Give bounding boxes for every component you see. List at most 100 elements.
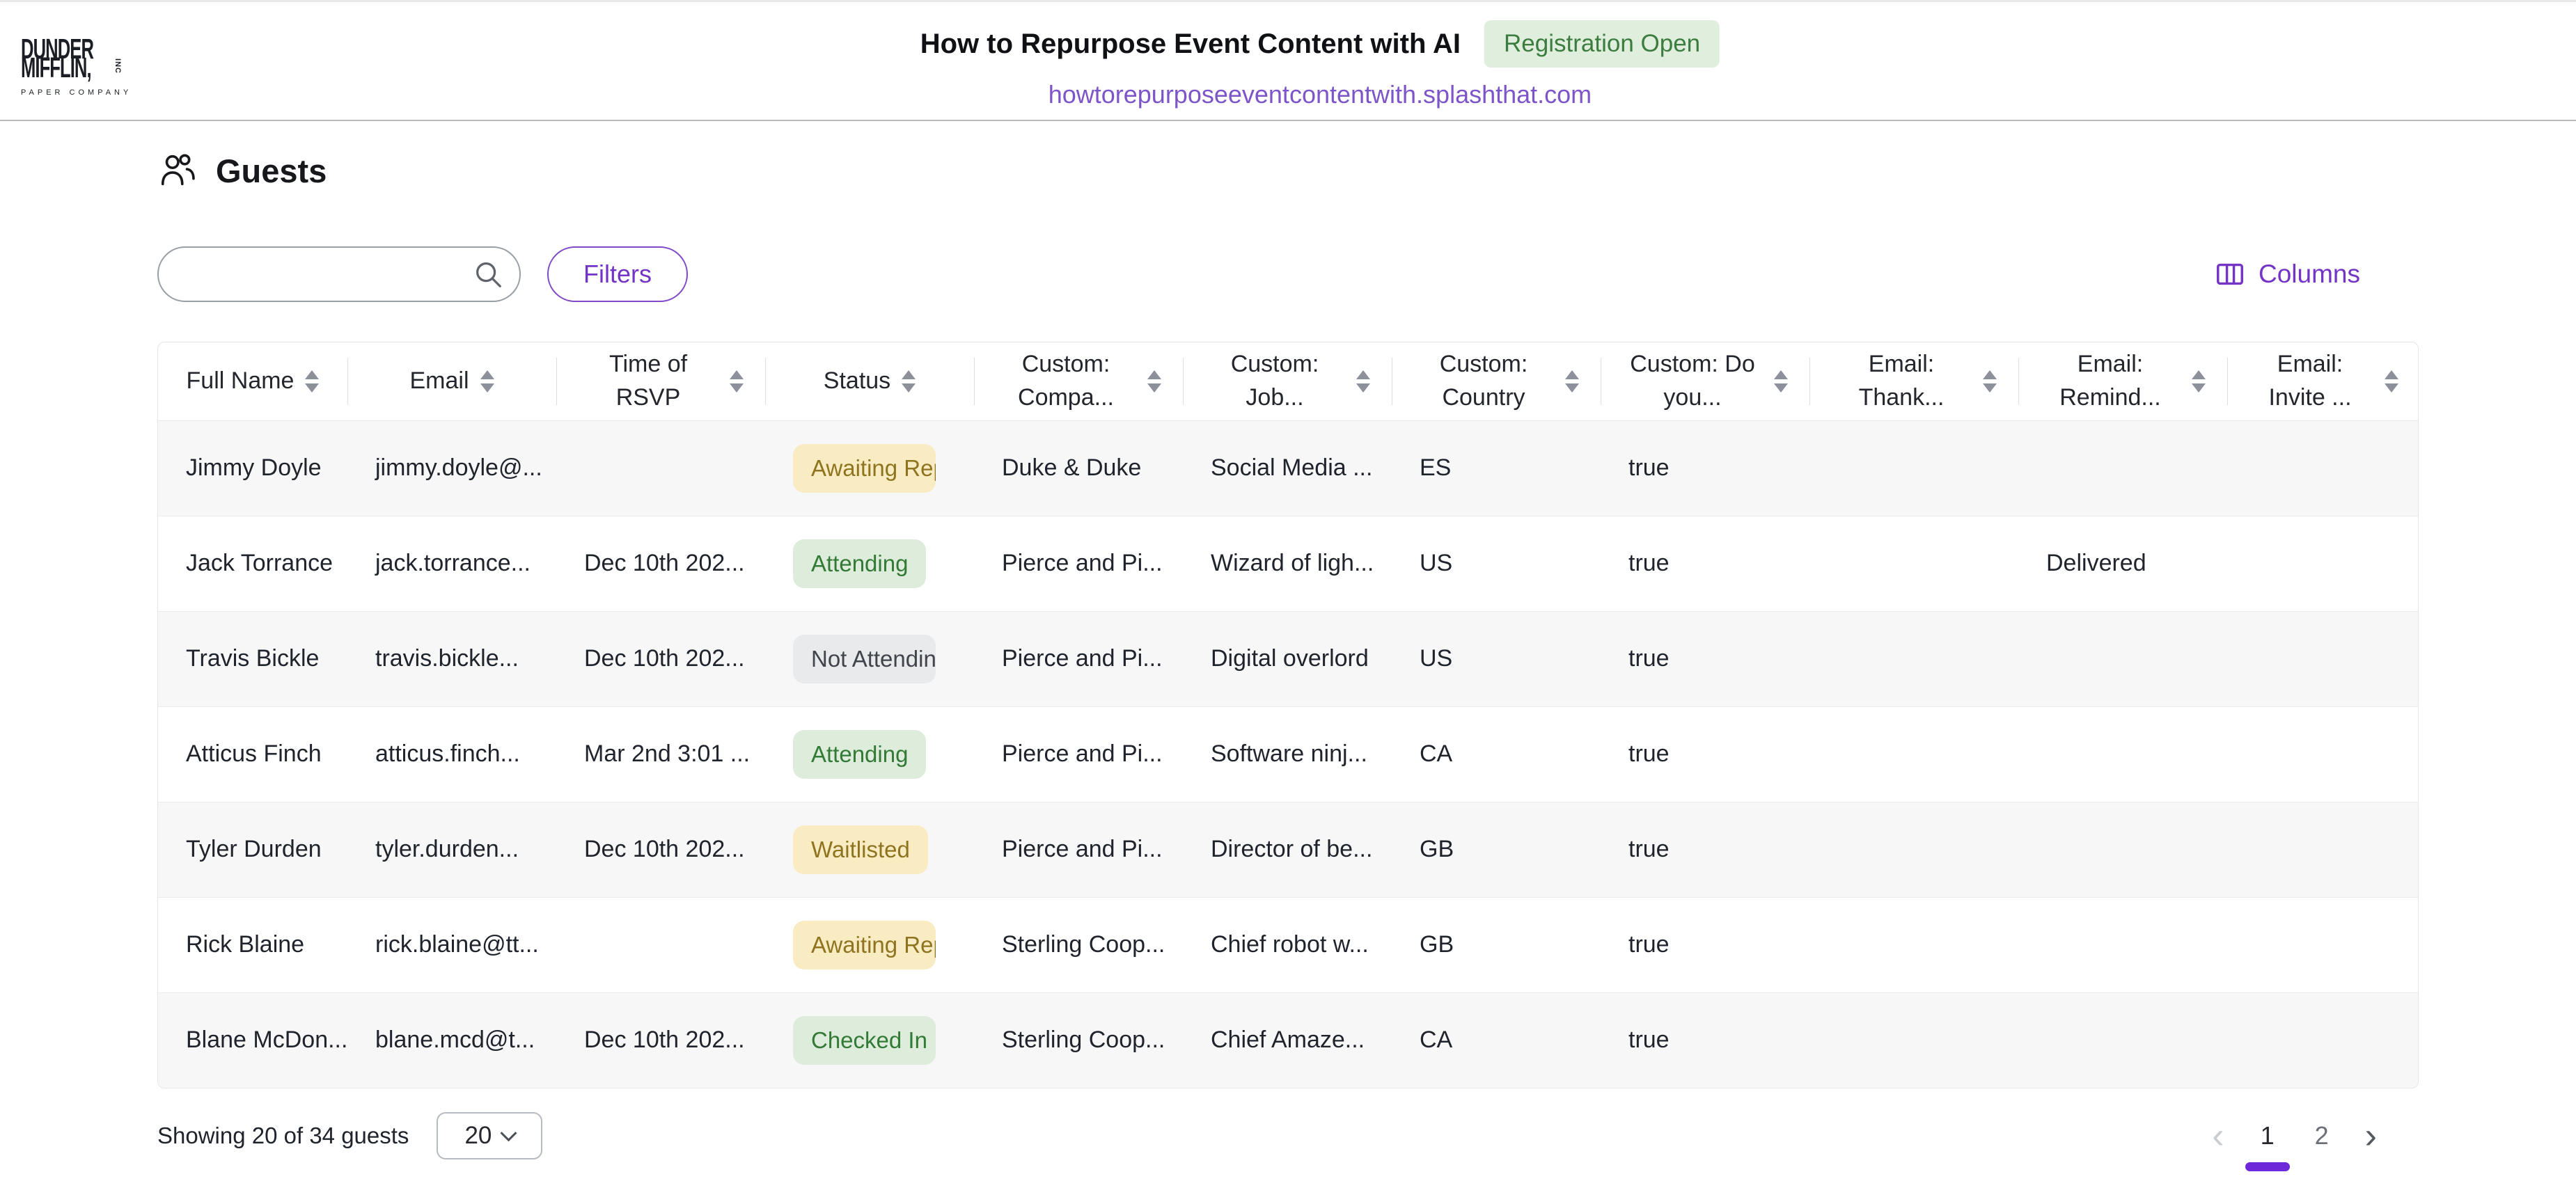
- sort-arrows-icon[interactable]: [480, 370, 494, 393]
- cell-job: Social Media ...: [1183, 420, 1392, 516]
- cell-email-invite: [2227, 706, 2418, 802]
- cell-email: atticus.finch...: [347, 706, 556, 802]
- cell-email: rick.blaine@tt...: [347, 897, 556, 992]
- column-header-time-of-rsvp[interactable]: Time of RSVP: [556, 342, 765, 420]
- sort-arrows-icon[interactable]: [2385, 370, 2398, 393]
- column-header-email-remind[interactable]: Email: Remind...: [2018, 342, 2227, 420]
- cell-job: Digital overlord: [1183, 611, 1392, 706]
- columns-button[interactable]: Columns: [2214, 258, 2360, 290]
- logo-inc: INC: [113, 58, 122, 74]
- cell-status: Not Attending: [765, 611, 974, 706]
- column-header-custom-job[interactable]: Custom: Job...: [1183, 342, 1392, 420]
- cell-email-remind: [2018, 992, 2227, 1088]
- status-badge: Attending: [793, 730, 926, 779]
- status-badge: Waitlisted: [793, 825, 928, 874]
- column-header-custom-country[interactable]: Custom: Country: [1392, 342, 1601, 420]
- cell-rsvp: Dec 10th 202...: [556, 611, 765, 706]
- cell-company: Sterling Coop...: [974, 992, 1183, 1088]
- sort-arrows-icon[interactable]: [1565, 370, 1579, 393]
- cell-email-remind: Delivered: [2018, 516, 2227, 611]
- cell-rsvp: Dec 10th 202...: [556, 516, 765, 611]
- cell-do-you: true: [1601, 992, 1809, 1088]
- cell-full-name: Jack Torrance: [158, 516, 347, 611]
- column-header-custom-do-you[interactable]: Custom: Do you...: [1601, 342, 1809, 420]
- cell-email-thank: [1809, 420, 2018, 516]
- page-size-dropdown[interactable]: 20: [437, 1112, 542, 1159]
- table-row[interactable]: Rick Blaine rick.blaine@tt... Awaiting R…: [158, 897, 2418, 992]
- column-header-custom-company[interactable]: Custom: Compa...: [974, 342, 1183, 420]
- sort-arrows-icon[interactable]: [1774, 370, 1788, 393]
- cell-email-thank: [1809, 992, 2018, 1088]
- column-header-email-thank[interactable]: Email: Thank...: [1809, 342, 2018, 420]
- page-2-button[interactable]: 2: [2311, 1121, 2333, 1150]
- table-row[interactable]: Blane McDon... blane.mcd@t... Dec 10th 2…: [158, 992, 2418, 1088]
- dunder-mifflin-logo[interactable]: DUNDER MIFFLIN, INC PAPER COMPANY: [21, 35, 153, 97]
- page-title: Guests: [216, 152, 327, 190]
- cell-email-remind: [2018, 706, 2227, 802]
- cell-full-name: Blane McDon...: [158, 992, 347, 1088]
- page-size-value: 20: [464, 1122, 492, 1150]
- status-badge: Checked In: [793, 1016, 936, 1065]
- cell-company: Duke & Duke: [974, 420, 1183, 516]
- logo-line2: MIFFLIN,: [21, 54, 147, 83]
- page-1-button[interactable]: 1: [2256, 1121, 2279, 1150]
- cell-country: GB: [1392, 802, 1601, 897]
- table-row[interactable]: Travis Bickle travis.bickle... Dec 10th …: [158, 611, 2418, 706]
- cell-do-you: true: [1601, 516, 1809, 611]
- cell-email-remind: [2018, 897, 2227, 992]
- next-page-button[interactable]: ›: [2365, 1118, 2377, 1154]
- sort-arrows-icon[interactable]: [1356, 370, 1370, 393]
- cell-country: ES: [1392, 420, 1601, 516]
- cell-rsvp: [556, 897, 765, 992]
- cell-do-you: true: [1601, 706, 1809, 802]
- filters-button[interactable]: Filters: [547, 246, 688, 302]
- cell-company: Pierce and Pi...: [974, 802, 1183, 897]
- sort-arrows-icon[interactable]: [730, 370, 744, 393]
- cell-job: Chief Amaze...: [1183, 992, 1392, 1088]
- cell-status: Waitlisted: [765, 802, 974, 897]
- cell-full-name: Travis Bickle: [158, 611, 347, 706]
- cell-full-name: Rick Blaine: [158, 897, 347, 992]
- cell-email-thank: [1809, 802, 2018, 897]
- column-header-email-invite[interactable]: Email: Invite ...: [2227, 342, 2418, 420]
- cell-email-thank: [1809, 516, 2018, 611]
- guests-table: Full Name Email Time of RSVP Status Cust…: [157, 342, 2419, 1088]
- cell-rsvp: Dec 10th 202...: [556, 992, 765, 1088]
- table-row[interactable]: Tyler Durden tyler.durden... Dec 10th 20…: [158, 802, 2418, 897]
- cell-email: blane.mcd@t...: [347, 992, 556, 1088]
- table-row[interactable]: Atticus Finch atticus.finch... Mar 2nd 3…: [158, 706, 2418, 802]
- search-input[interactable]: [157, 246, 521, 302]
- table-row[interactable]: Jimmy Doyle jimmy.doyle@... Awaiting Rep…: [158, 420, 2418, 516]
- users-icon: [157, 150, 198, 191]
- sort-arrows-icon[interactable]: [305, 370, 319, 393]
- cell-job: Wizard of ligh...: [1183, 516, 1392, 611]
- status-badge: Awaiting Repl: [793, 444, 936, 493]
- cell-do-you: true: [1601, 897, 1809, 992]
- guests-page: Guests Filters Columns: [0, 150, 2576, 1159]
- sort-arrows-icon[interactable]: [902, 370, 916, 393]
- cell-email-invite: [2227, 516, 2418, 611]
- event-url-link[interactable]: howtorepurposeeventcontentwith.splashtha…: [1049, 80, 1592, 109]
- cell-status: Awaiting Repl: [765, 897, 974, 992]
- sort-arrows-icon[interactable]: [1147, 370, 1161, 393]
- cell-email-thank: [1809, 897, 2018, 992]
- cell-email: tyler.durden...: [347, 802, 556, 897]
- cell-country: CA: [1392, 992, 1601, 1088]
- cell-job: Director of be...: [1183, 802, 1392, 897]
- cell-status: Attending: [765, 706, 974, 802]
- cell-full-name: Jimmy Doyle: [158, 420, 347, 516]
- sort-arrows-icon[interactable]: [1983, 370, 1997, 393]
- column-header-email[interactable]: Email: [347, 342, 556, 420]
- cell-country: US: [1392, 611, 1601, 706]
- columns-icon: [2214, 258, 2246, 290]
- cell-email-remind: [2018, 802, 2227, 897]
- cell-country: GB: [1392, 897, 1601, 992]
- previous-page-button[interactable]: ‹: [2212, 1118, 2224, 1154]
- cell-company: Pierce and Pi...: [974, 516, 1183, 611]
- sort-arrows-icon[interactable]: [2192, 370, 2206, 393]
- column-header-full-name[interactable]: Full Name: [158, 342, 347, 420]
- cell-do-you: true: [1601, 420, 1809, 516]
- cell-job: Chief robot w...: [1183, 897, 1392, 992]
- column-header-status[interactable]: Status: [765, 342, 974, 420]
- table-row[interactable]: Jack Torrance jack.torrance... Dec 10th …: [158, 516, 2418, 611]
